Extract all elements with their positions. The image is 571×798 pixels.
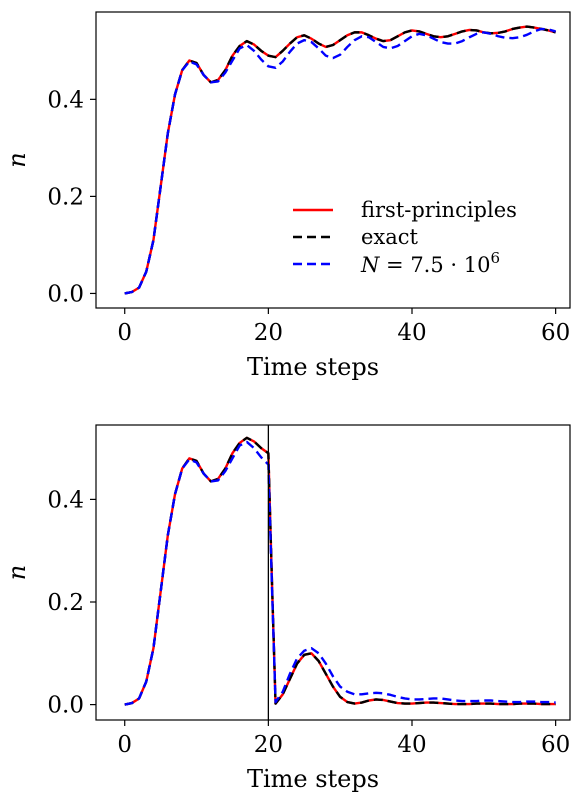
x-tick-label: 60 (541, 732, 570, 758)
y-tick-label: 0.2 (47, 184, 84, 210)
legend-n-eq: = 7.5 · 10 (379, 253, 490, 277)
x-tick-label: 40 (397, 320, 426, 346)
legend-n-exp: 6 (490, 249, 500, 267)
series-line-2 (124, 436, 556, 706)
x-axis-label: Time steps (247, 353, 379, 381)
x-tick-label: 60 (541, 320, 570, 346)
x-tick-label: 20 (254, 732, 283, 758)
plot-frame (95, 424, 571, 721)
y-tick-label: 0.0 (47, 281, 84, 307)
plot-frame (95, 11, 571, 309)
chart-panel-2: 0 20 40 60 0.0 0.2 0.4 Time steps n (3, 424, 571, 793)
series-line-3 (124, 27, 556, 295)
y-axis-label: n (3, 565, 31, 580)
chart-panel-1: 0 20 40 60 0.0 0.2 0.4 Time steps n first-princip… (3, 11, 571, 381)
x-tick-label: 20 (254, 320, 283, 346)
series-line-2 (124, 25, 556, 295)
y-tick-label: 0.2 (47, 590, 84, 616)
legend-label-exact: exact (361, 225, 419, 249)
series-line-3 (124, 440, 556, 706)
series-line-1 (124, 436, 556, 706)
legend-n-var: N (360, 253, 380, 277)
x-tick-label: 0 (117, 320, 132, 346)
legend-label-n: N = 7.5 · 106 (360, 249, 500, 277)
y-tick-label: 0.0 (47, 693, 84, 719)
y-tick-label: 0.4 (47, 487, 84, 513)
x-tick-label: 40 (397, 732, 426, 758)
legend-label-first-principles: first-principles (361, 198, 517, 222)
x-tick-label: 0 (117, 732, 132, 758)
x-axis-label: Time steps (247, 765, 379, 793)
y-axis-label: n (3, 152, 31, 167)
y-tick-label: 0.4 (47, 87, 84, 113)
